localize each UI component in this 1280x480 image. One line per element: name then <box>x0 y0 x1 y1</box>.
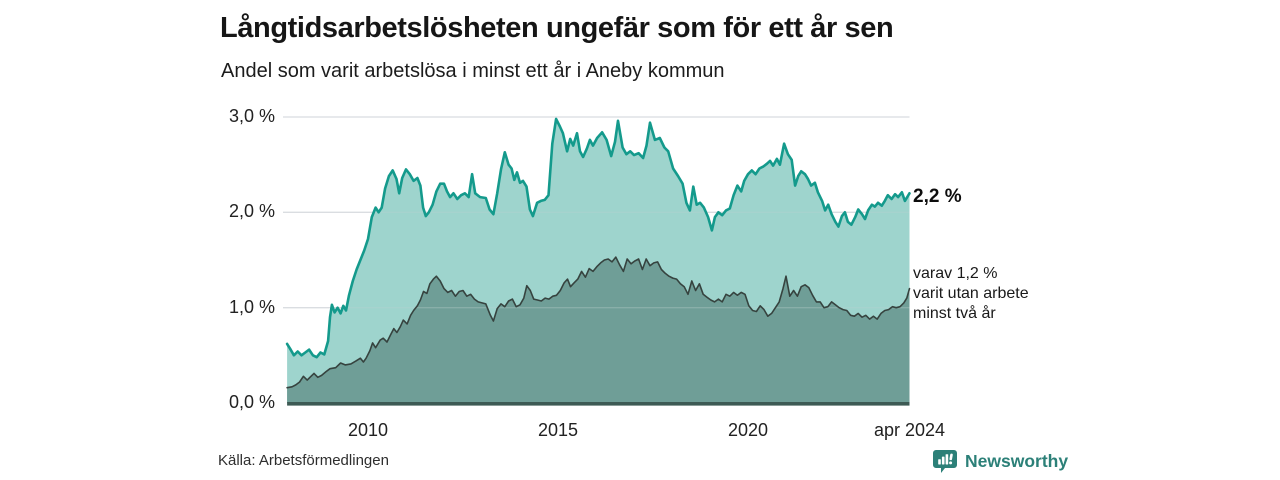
subset-annotation-line: varav 1,2 % <box>913 265 998 282</box>
y-axis-tick-label: 0,0 % <box>228 392 275 412</box>
subset-annotation: varav 1,2 % varit utan arbete minst två … <box>913 264 1029 324</box>
x-axis-tick-label: 2015 <box>537 420 579 440</box>
y-axis-tick-label: 1,0 % <box>228 296 275 317</box>
x-axis-tick-label: 2010 <box>347 420 389 440</box>
y-axis-tick-label: 2,0 % <box>228 201 275 222</box>
logo-bubble <box>933 450 957 473</box>
subset-annotation-line: minst två år <box>913 305 996 322</box>
y-axis-tick-label: 3,0 % <box>228 106 275 126</box>
source-note: Källa: Arbetsförmedlingen <box>218 452 389 469</box>
page-title: Långtidsarbetslösheten ungefär som för e… <box>220 12 894 44</box>
logo-bar-3 <box>945 454 949 465</box>
subset-annotation-line: varit utan arbete <box>913 285 1029 302</box>
logo-exclamation-stem <box>949 453 953 461</box>
series-end-value-label: 2,2 % <box>913 186 962 207</box>
x-axis-tick-label: 2020 <box>727 420 769 440</box>
newsworthy-logo-icon <box>933 450 957 473</box>
logo-bar-2 <box>941 456 945 465</box>
x-axis-tick-label: apr 2024 <box>873 420 946 440</box>
logo-exclamation-dot <box>949 461 953 465</box>
chart-subtitle: Andel som varit arbetslösa i minst ett å… <box>221 60 725 82</box>
newsworthy-brand[interactable]: Newsworthy <box>933 449 1068 473</box>
logo-bar-1 <box>938 459 941 465</box>
brand-name: Newsworthy <box>965 450 1069 471</box>
